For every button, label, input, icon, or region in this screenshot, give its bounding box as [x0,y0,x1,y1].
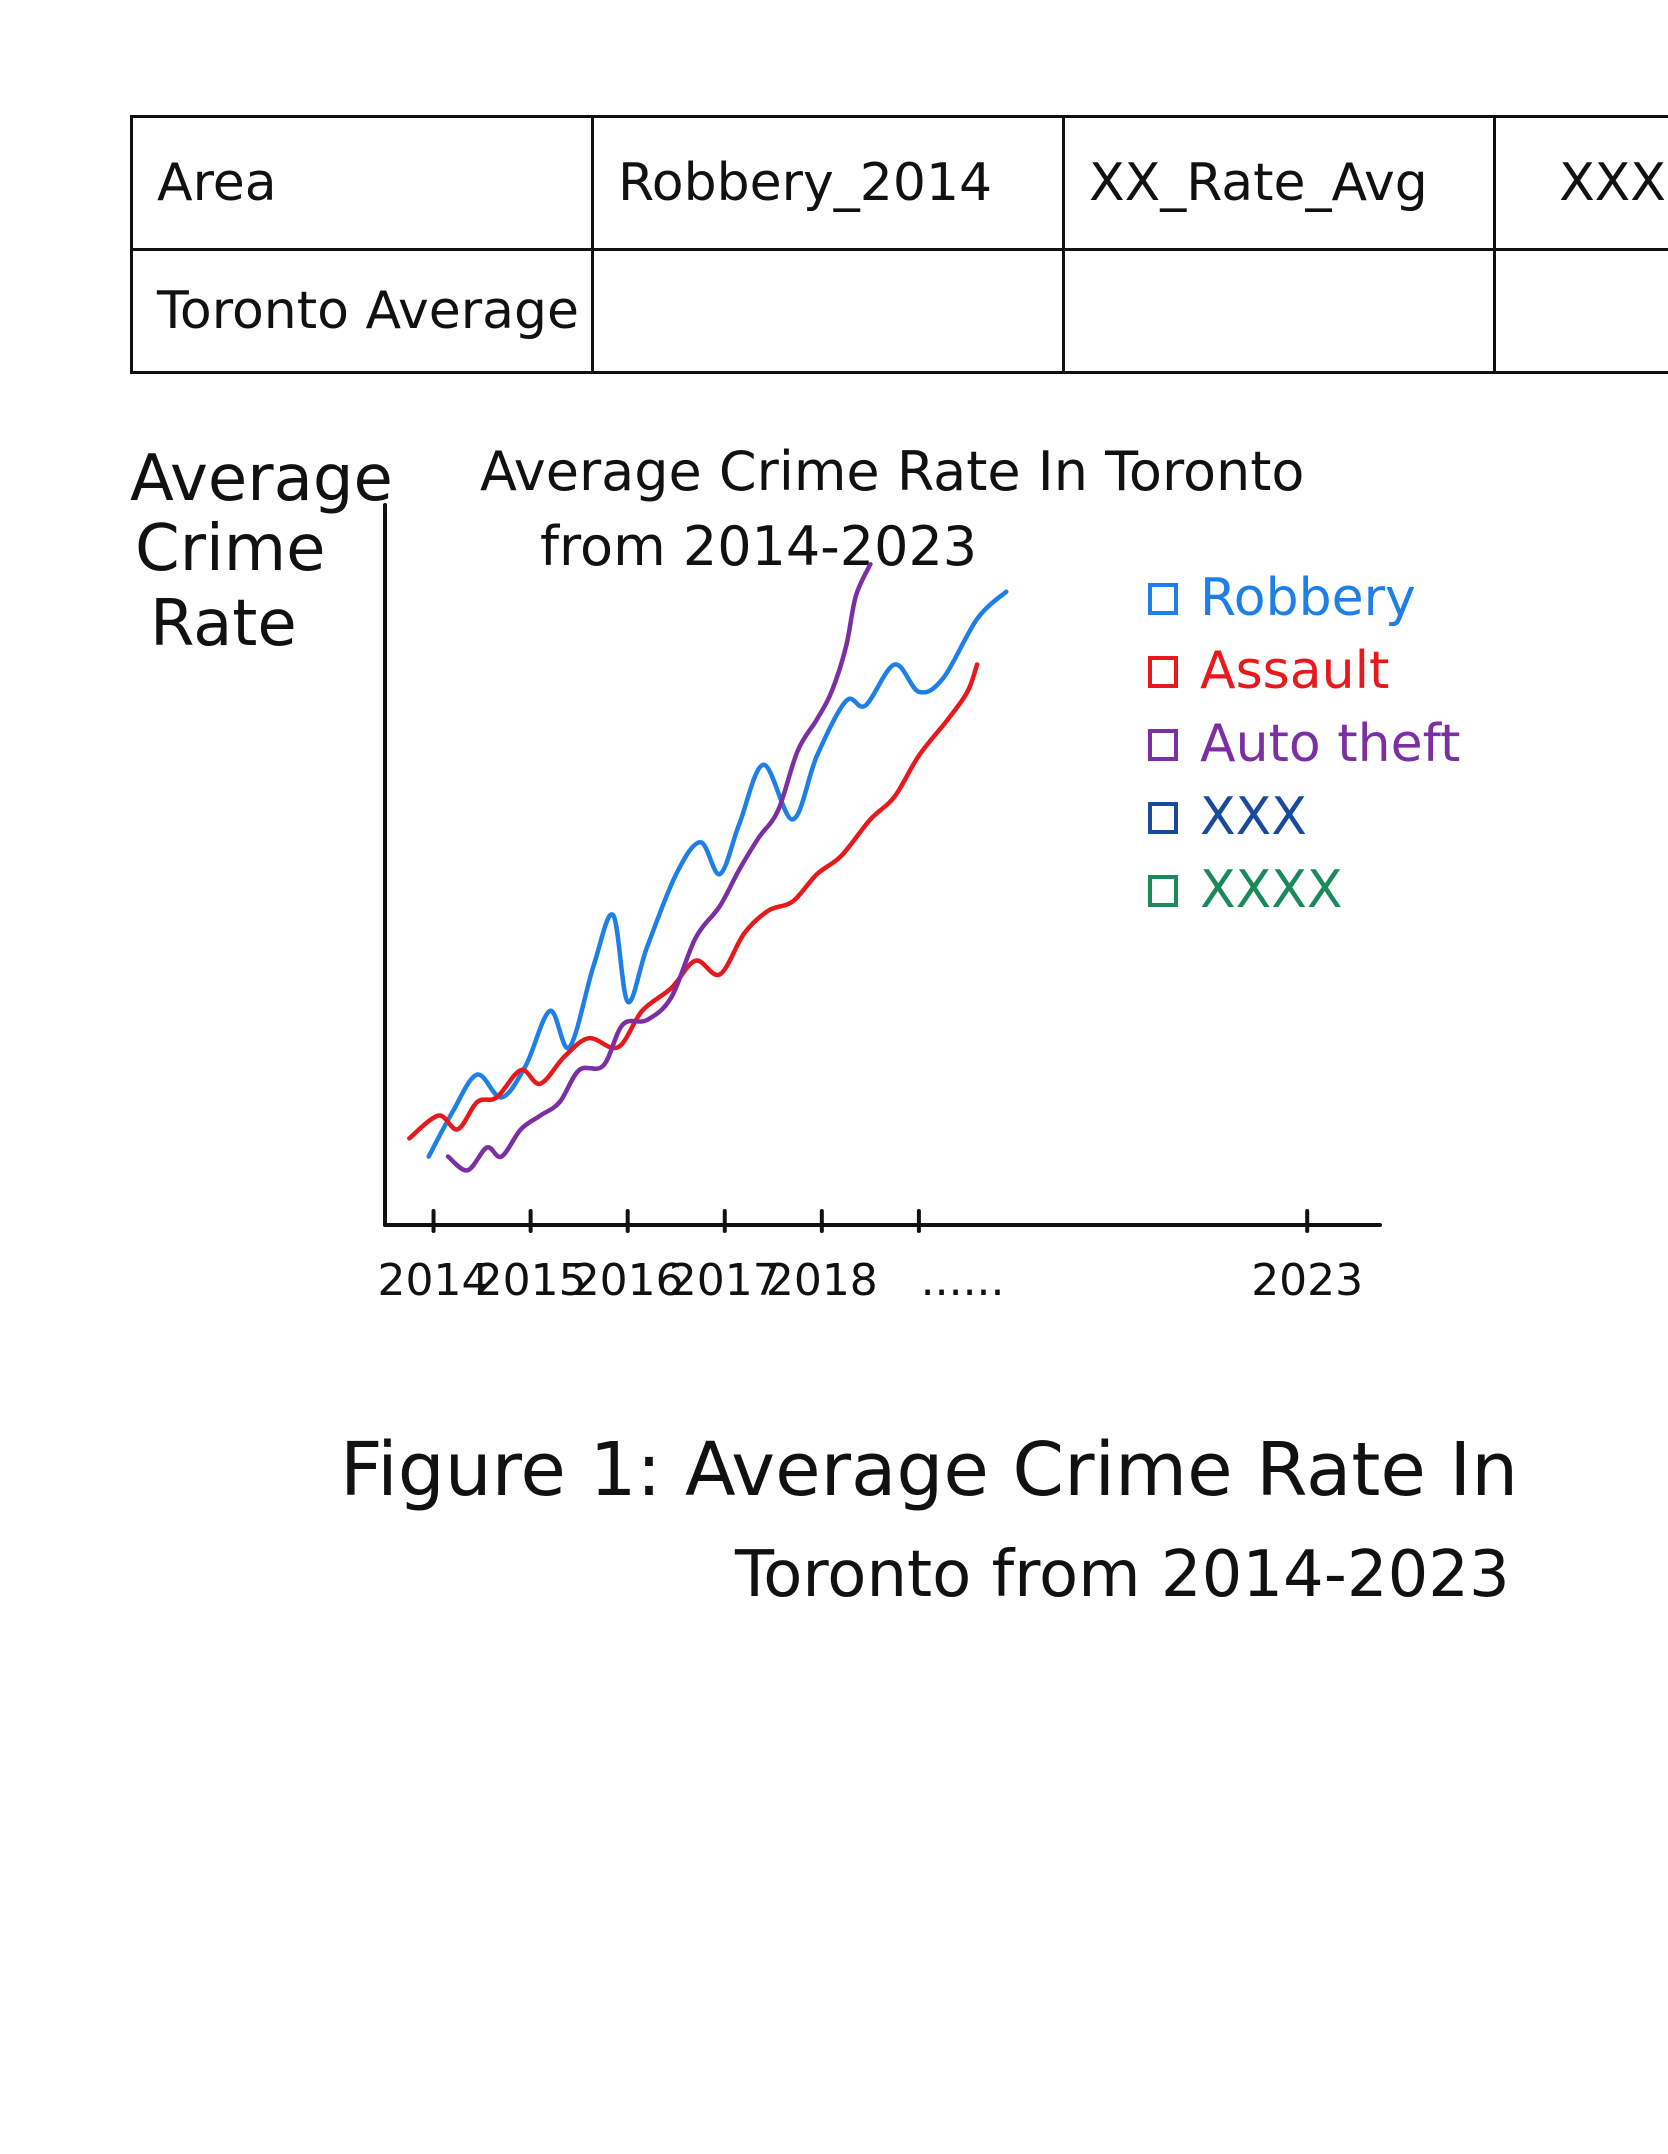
legend-swatch [1148,656,1178,688]
chart-title-line-2: from 2014-2023 [540,515,977,578]
legend-label: Assault [1200,641,1389,701]
series-line-assault [407,662,980,1141]
x-tick-label: ...... [921,1255,1005,1306]
x-tick-label: 2014 [378,1255,490,1306]
legend-swatch [1148,802,1178,834]
table-row: Toronto Average [130,248,1668,374]
legend-label: Robbery [1200,568,1416,628]
x-tick-label: 2015 [475,1255,587,1306]
legend-label: Auto theft [1200,714,1460,774]
legend-label: XXX [1200,787,1307,847]
cell-xxx [1493,248,1668,374]
x-tick-label: 2016 [572,1255,684,1306]
x-tick-label: 2017 [669,1255,781,1306]
cell-area: Toronto Average [130,248,594,374]
cell-robbery-2014 [591,248,1065,374]
caption-line-1: Figure 1: Average Crime Rate In [340,1427,1519,1513]
x-tick-label: 2018 [766,1255,878,1306]
y-axis-label-line-3: Rate [150,587,297,661]
legend-label: XXXX [1200,860,1343,920]
series-layer [407,561,1009,1173]
chart-title-line-1: Average Crime Rate In Toronto [480,440,1304,503]
header-cell-rate-avg: XX_Rate_Avg [1062,115,1496,251]
series-line-auto-theft [445,561,873,1173]
legend-swatch [1148,729,1178,761]
line-chart: Average Crime Rate Average Crime Rate In… [130,440,1460,1306]
table-header-row: Area Robbery_2014 XX_Rate_Avg XXX [130,115,1668,251]
x-tick-label: 2023 [1251,1255,1363,1306]
y-axis-label-line-1: Average [130,442,393,516]
header-cell-area: Area [130,115,594,251]
series-line-robbery [426,589,1009,1159]
cell-rate-avg [1062,248,1496,374]
y-axis-label-line-2: Crime [135,512,326,586]
header-cell-robbery-2014: Robbery_2014 [591,115,1065,251]
legend-swatch [1148,875,1178,907]
figure-caption: Figure 1: Average Crime Rate In Toronto … [340,1415,1540,1625]
legend-swatch [1148,583,1178,615]
data-table: Area Robbery_2014 XX_Rate_Avg XXX Toront… [130,115,1668,374]
header-cell-xxx: XXX [1493,115,1668,251]
caption-line-2: Toronto from 2014-2023 [735,1538,1510,1612]
